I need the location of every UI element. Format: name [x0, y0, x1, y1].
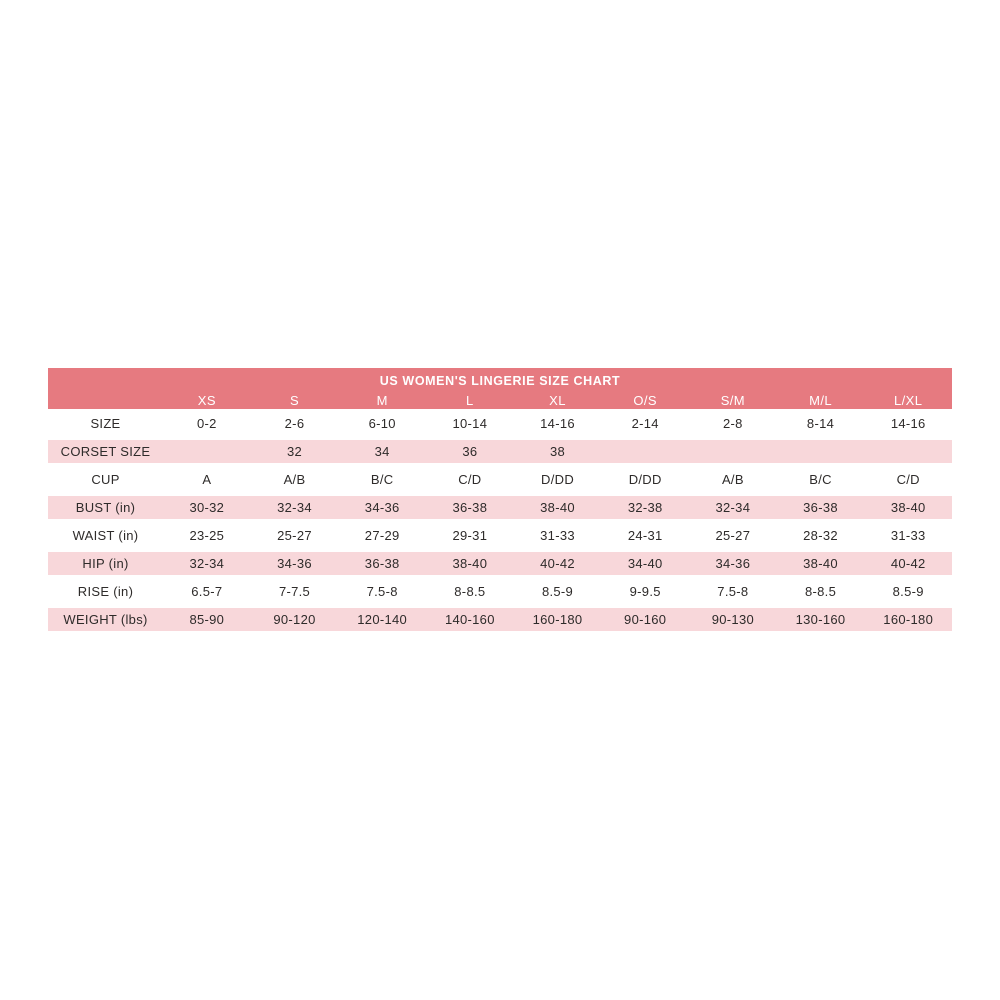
table-cell: 30-32 [189, 500, 225, 515]
table-cell: 36-38 [803, 500, 838, 515]
column-header-lxl: L/XL [894, 392, 923, 408]
table-cell: 160-180 [532, 612, 583, 627]
table-cell: 38-40 [890, 500, 926, 515]
table-cell: 85-90 [189, 612, 225, 627]
table-cell: 38-40 [540, 500, 575, 515]
table-cell: 90-160 [624, 612, 667, 627]
table-cell: 7.5-8 [366, 583, 398, 599]
table-cell: 90-130 [711, 612, 754, 627]
table-header: US WOMEN'S LINGERIE SIZE CHART XS S M L … [48, 368, 952, 409]
column-header-os: O/S [633, 392, 657, 408]
table-cell: 32-34 [715, 500, 751, 515]
table-cell: 31-33 [890, 527, 926, 543]
table-cell: 31-33 [540, 527, 575, 543]
table-cell: A [202, 471, 212, 487]
table-cell: 34-36 [715, 556, 751, 571]
table-cell: 36-38 [452, 500, 488, 515]
table-cell: 38-40 [452, 556, 488, 571]
table-cell: B/C [370, 471, 394, 487]
table-row-rise: RISE (in) 6.5-7 7-7.5 7.5-8 8-8.5 8.5-9 … [48, 577, 952, 605]
table-cell: 90-120 [273, 612, 316, 627]
table-cell: 38-40 [803, 556, 838, 571]
table-cell: 120-140 [357, 612, 408, 627]
column-header-row: XS S M L XL O/S S/M M/L L/XL [48, 391, 952, 409]
table-cell: 29-31 [452, 527, 488, 543]
table-row-waist: WAIST (in) 23-25 25-27 27-29 29-31 31-33… [48, 521, 952, 549]
table-cell: 36 [462, 444, 478, 459]
table-cell: 7.5-8 [717, 583, 749, 599]
table-cell: 34-36 [277, 556, 312, 571]
table-cell: 8-8.5 [454, 583, 486, 599]
table-cell: 6-10 [368, 415, 396, 431]
table-row-bust: BUST (in) 30-32 32-34 34-36 36-38 38-40 … [48, 493, 952, 521]
table-cell: 10-14 [452, 415, 488, 431]
column-header-ml: M/L [809, 392, 832, 408]
column-header-l: L [466, 392, 474, 408]
row-label: WAIST (in) [72, 527, 139, 543]
table-cell: 7-7.5 [278, 583, 311, 599]
table-cell: 32-34 [277, 500, 312, 515]
table-cell: 23-25 [189, 527, 225, 543]
table-cell: 140-160 [444, 612, 495, 627]
table-cell: D/DD [628, 471, 662, 487]
column-header-xl: XL [549, 392, 566, 408]
row-label: BUST (in) [75, 500, 136, 515]
table-cell: A/B [283, 471, 306, 487]
table-cell: 34-40 [627, 556, 663, 571]
table-cell: 28-32 [803, 527, 838, 543]
column-header-xs: XS [197, 392, 216, 408]
table-row-hip: HIP (in) 32-34 34-36 36-38 38-40 40-42 3… [48, 549, 952, 577]
table-cell: 34-36 [364, 500, 400, 515]
table-cell: 25-27 [715, 527, 751, 543]
table-row-cup: CUP A A/B B/C C/D D/DD D/DD A/B B/C C/D [48, 465, 952, 493]
table-cell: 24-31 [627, 527, 663, 543]
table-cell: A/B [721, 471, 744, 487]
table-cell: 38 [549, 444, 566, 459]
table-cell: 8.5-9 [541, 583, 574, 599]
table-cell: 40-42 [540, 556, 575, 571]
table-title: US WOMEN'S LINGERIE SIZE CHART [379, 374, 621, 388]
table-cell: 40-42 [890, 556, 926, 571]
table-row-size: SIZE 0-2 2-6 6-10 10-14 14-16 2-14 2-8 8… [48, 409, 952, 437]
table-cell: 36-38 [364, 556, 400, 571]
table-cell: 9-9.5 [629, 583, 661, 599]
column-header-sm: S/M [720, 392, 746, 408]
table-cell: 2-8 [723, 415, 743, 431]
row-label: WEIGHT (lbs) [63, 612, 148, 627]
table-cell: 130-160 [795, 612, 846, 627]
table-cell: 160-180 [883, 612, 934, 627]
table-row-weight: WEIGHT (lbs) 85-90 90-120 120-140 140-16… [48, 605, 952, 633]
row-label: SIZE [90, 415, 121, 431]
table-cell: 6.5-7 [191, 583, 223, 599]
row-label: CORSET SIZE [60, 444, 151, 459]
table-cell: 32-38 [627, 500, 663, 515]
table-cell: 27-29 [364, 527, 400, 543]
table-cell: 8-8.5 [804, 583, 837, 599]
table-cell: 14-16 [540, 415, 575, 431]
table-cell: 8.5-9 [892, 583, 924, 599]
table-cell: C/D [458, 471, 482, 487]
table-row-corset-size: CORSET SIZE 32 34 36 38 [48, 437, 952, 465]
table-cell: 32-34 [189, 556, 225, 571]
table-cell: 2-6 [284, 415, 305, 431]
row-label: HIP (in) [82, 556, 129, 571]
row-label: RISE (in) [77, 583, 134, 599]
table-cell: 34 [374, 444, 390, 459]
table-cell: C/D [896, 471, 920, 487]
table-cell: 32 [286, 444, 303, 459]
row-label: CUP [91, 471, 120, 487]
size-chart-table: US WOMEN'S LINGERIE SIZE CHART XS S M L … [48, 368, 952, 633]
table-cell: 8-14 [806, 415, 835, 431]
column-header-s: S [289, 392, 300, 408]
table-cell: 25-27 [277, 527, 312, 543]
table-cell: 0-2 [196, 415, 217, 431]
table-cell: B/C [809, 471, 832, 487]
column-header-m: M [376, 392, 388, 408]
table-cell: 14-16 [890, 415, 926, 431]
table-cell: D/DD [541, 471, 575, 487]
table-cell: 2-14 [631, 415, 659, 431]
